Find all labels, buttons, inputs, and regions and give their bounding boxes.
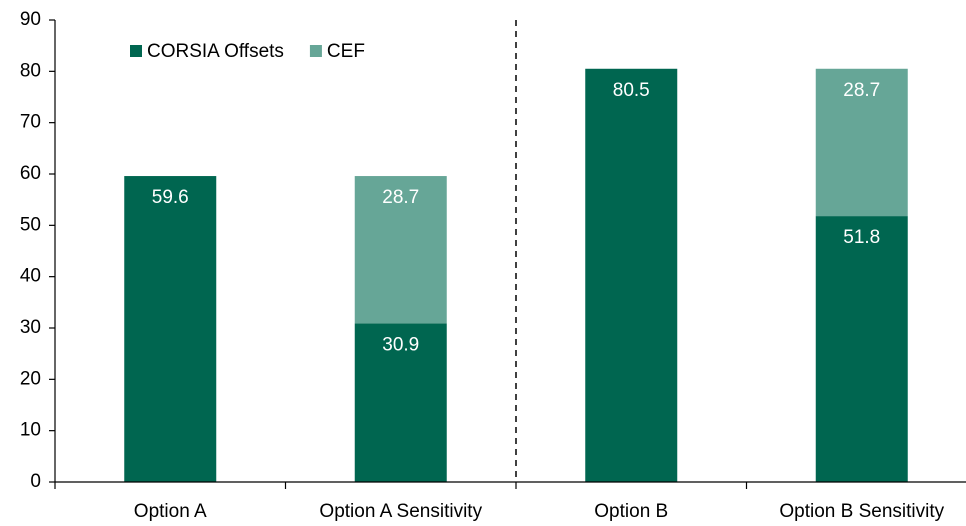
data-label: 30.9 — [382, 334, 419, 355]
bar-segment — [815, 216, 908, 483]
y-tick-label: 0 — [30, 471, 41, 492]
x-tick-label: Option A Sensitivity — [319, 501, 482, 522]
bar-segment — [354, 323, 447, 482]
data-label: 80.5 — [613, 80, 650, 101]
x-tick-label: Option B — [594, 501, 668, 522]
bar-segment — [354, 176, 447, 324]
y-tick-label: 30 — [20, 317, 41, 338]
x-tick-label: Option B Sensitivity — [779, 501, 944, 522]
y-tick-label: 80 — [20, 60, 41, 81]
data-label: 59.6 — [152, 187, 189, 208]
y-tick-label: 60 — [20, 163, 41, 184]
y-tick-label: 70 — [20, 112, 41, 133]
y-tick-label: 10 — [20, 420, 41, 441]
legend-swatch — [309, 45, 322, 57]
y-tick-label: 90 — [20, 9, 41, 30]
data-label: 51.8 — [843, 227, 880, 248]
y-tick-label: 50 — [20, 214, 41, 235]
bar-segment — [585, 68, 678, 483]
y-tick-label: 40 — [20, 266, 41, 287]
legend-label: CORSIA Offsets — [147, 41, 284, 62]
bar-segment — [815, 68, 908, 217]
y-tick-label: 20 — [20, 368, 41, 389]
bar-segment — [124, 176, 217, 482]
data-label: 28.7 — [382, 187, 419, 208]
x-tick-label: Option A — [134, 501, 207, 522]
legend-label: CEF — [327, 41, 365, 62]
legend-swatch — [130, 45, 142, 57]
data-label: 28.7 — [843, 80, 880, 101]
